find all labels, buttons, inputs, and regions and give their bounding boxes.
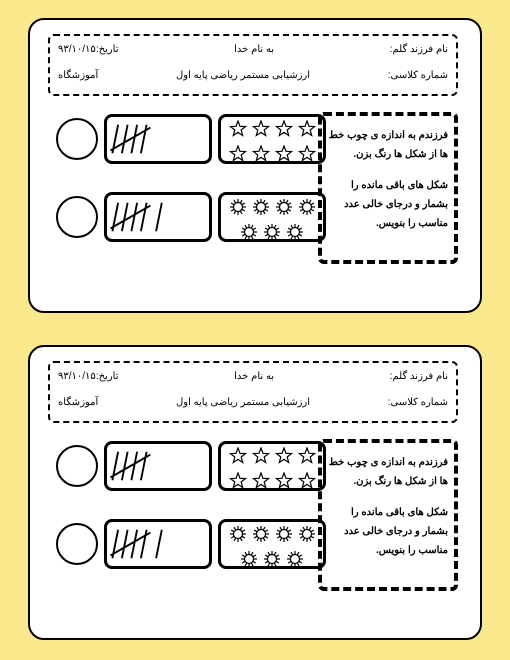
star5-icon bbox=[298, 145, 316, 168]
star5-icon bbox=[229, 145, 247, 168]
date-field: تاریخ:۹۳/۱۰/۱۵ bbox=[58, 42, 118, 58]
tally-box bbox=[104, 441, 212, 491]
star5-icon bbox=[298, 447, 316, 470]
worksheet-card: نام فرزند گلم: به نام خدا تاریخ:۹۳/۱۰/۱۵… bbox=[28, 18, 482, 313]
class-number-label: شماره کلاسی: bbox=[388, 68, 448, 84]
shapes-box bbox=[218, 519, 326, 569]
sun-icon bbox=[240, 550, 258, 573]
bismillah: به نام خدا bbox=[234, 42, 274, 58]
star5-icon bbox=[252, 120, 270, 143]
evaluation-label: ارزشیابی مستمر ریاضی پایه اول bbox=[176, 395, 310, 411]
star5-icon bbox=[229, 120, 247, 143]
answer-circle[interactable] bbox=[56, 523, 98, 565]
star5-icon bbox=[229, 472, 247, 495]
sun-icon bbox=[252, 198, 270, 221]
class-number-label: شماره کلاسی: bbox=[388, 395, 448, 411]
answer-circle[interactable] bbox=[56, 118, 98, 160]
school-label: آموزشگاه bbox=[58, 68, 98, 84]
header-box: نام فرزند گلم: به نام خدا تاریخ:۹۳/۱۰/۱۵… bbox=[48, 34, 458, 96]
school-label: آموزشگاه bbox=[58, 395, 98, 411]
instruction-p2: شکل های باقی مانده را بشمار و درجای خالی… bbox=[328, 176, 448, 233]
header-box: نام فرزند گلم: به نام خدا تاریخ:۹۳/۱۰/۱۵… bbox=[48, 361, 458, 423]
shapes-box bbox=[218, 114, 326, 164]
sun-icon bbox=[252, 525, 270, 548]
instructions-box: فرزندم به اندازه ی چوب خط ها از شکل ها ر… bbox=[318, 112, 458, 264]
star5-icon bbox=[275, 145, 293, 168]
star5-icon bbox=[275, 472, 293, 495]
instruction-p1: فرزندم به اندازه ی چوب خط ها از شکل ها ر… bbox=[328, 126, 448, 164]
sun-icon bbox=[229, 525, 247, 548]
worksheet-card: نام فرزند گلم: به نام خدا تاریخ:۹۳/۱۰/۱۵… bbox=[28, 345, 482, 640]
sun-icon bbox=[263, 550, 281, 573]
instructions-box: فرزندم به اندازه ی چوب خط ها از شکل ها ر… bbox=[318, 439, 458, 591]
star5-icon bbox=[298, 120, 316, 143]
star5-icon bbox=[252, 447, 270, 470]
sun-icon bbox=[286, 550, 304, 573]
sun-icon bbox=[298, 198, 316, 221]
tally-box bbox=[104, 114, 212, 164]
tally-box bbox=[104, 192, 212, 242]
sun-icon bbox=[298, 525, 316, 548]
answer-circle[interactable] bbox=[56, 196, 98, 238]
child-name-label: نام فرزند گلم: bbox=[390, 42, 448, 58]
star5-icon bbox=[298, 472, 316, 495]
star5-icon bbox=[275, 447, 293, 470]
tally-box bbox=[104, 519, 212, 569]
sun-icon bbox=[263, 223, 281, 246]
exercise-row bbox=[50, 192, 326, 242]
sun-icon bbox=[229, 198, 247, 221]
instruction-p2: شکل های باقی مانده را بشمار و درجای خالی… bbox=[328, 503, 448, 560]
child-name-label: نام فرزند گلم: bbox=[390, 369, 448, 385]
exercise-row bbox=[50, 114, 326, 164]
answer-circle[interactable] bbox=[56, 445, 98, 487]
bismillah: به نام خدا bbox=[234, 369, 274, 385]
sun-icon bbox=[286, 223, 304, 246]
shapes-box bbox=[218, 192, 326, 242]
sun-icon bbox=[275, 198, 293, 221]
date-field: تاریخ:۹۳/۱۰/۱۵ bbox=[58, 369, 118, 385]
shapes-box bbox=[218, 441, 326, 491]
star5-icon bbox=[275, 120, 293, 143]
star5-icon bbox=[252, 472, 270, 495]
star5-icon bbox=[252, 145, 270, 168]
sun-icon bbox=[275, 525, 293, 548]
instruction-p1: فرزندم به اندازه ی چوب خط ها از شکل ها ر… bbox=[328, 453, 448, 491]
exercise-row bbox=[50, 441, 326, 491]
evaluation-label: ارزشیابی مستمر ریاضی پایه اول bbox=[176, 68, 310, 84]
exercise-row bbox=[50, 519, 326, 569]
sun-icon bbox=[240, 223, 258, 246]
star5-icon bbox=[229, 447, 247, 470]
